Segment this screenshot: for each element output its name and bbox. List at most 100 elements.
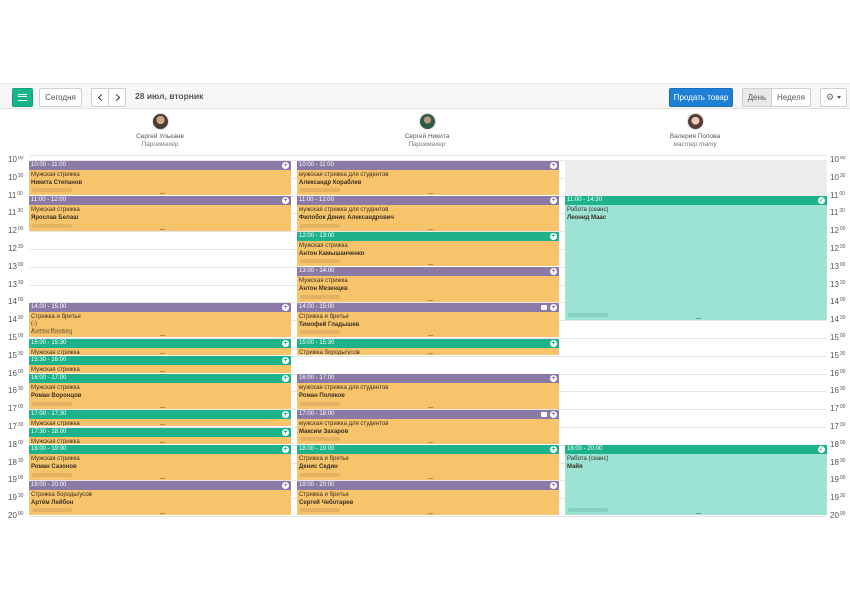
plus-icon[interactable]: + [282, 161, 289, 169]
resize-handle[interactable] [428, 442, 433, 444]
appointment-card[interactable]: 17:30 - 18:00 + Мужская стрижка [29, 427, 291, 445]
appointment-card[interactable]: 15:00 - 15:30 + Стрижка бороды/усов [297, 338, 559, 356]
service-name: Стрижка и бритье [299, 456, 349, 463]
time-label-hour: 11 [8, 190, 17, 200]
appointment-card[interactable]: 19:00 - 20:00 + Стрижка бороды/усов Артём Л… [29, 480, 291, 516]
next-day-button[interactable] [108, 88, 126, 107]
resize-handle[interactable] [160, 193, 165, 195]
resize-handle[interactable] [428, 299, 433, 301]
appointment-time: 18:00 - 19:00 + [29, 445, 291, 455]
plus-icon[interactable]: + [550, 481, 557, 489]
time-label-minute: 00 [17, 333, 24, 339]
appointment-card[interactable]: 16:00 - 17:00 + Мужская стрижка Роман Ворон… [29, 374, 291, 409]
appointment-card[interactable]: 18:00 - 19:00 + Мужская стрижка Роман Сазон… [29, 445, 291, 480]
time-label: 1500 [830, 333, 845, 342]
plus-icon[interactable]: + [282, 481, 289, 489]
plus-icon[interactable]: + [550, 232, 557, 240]
resize-handle[interactable] [428, 406, 433, 408]
time-label: 1730 [8, 422, 23, 431]
appointment-card[interactable]: 12:00 - 13:00 + Мужская стрижка Антон Камыш… [297, 231, 559, 267]
resize-handle[interactable] [160, 228, 165, 230]
time-label: 1830 [830, 458, 845, 467]
settings-button[interactable]: ⚙ [820, 88, 847, 107]
appointment-card[interactable]: 15:00 - 15:30 + Мужская стрижка [29, 338, 291, 356]
plus-icon[interactable]: + [550, 446, 557, 454]
plus-icon[interactable]: + [282, 357, 289, 365]
plus-icon[interactable]: + [282, 197, 289, 205]
staff-column-header[interactable]: Сергей Никита Парикмахер [357, 113, 497, 149]
appointment-card[interactable]: 16:00 - 17:00 + мужская стрижка для студен… [297, 374, 559, 409]
resize-handle[interactable] [160, 424, 165, 426]
time-label-hour: 13 [830, 261, 839, 271]
time-label-minute: 30 [839, 493, 846, 500]
time-label: 1600 [830, 369, 845, 378]
resize-handle[interactable] [428, 353, 433, 355]
appointment-card[interactable]: 11:00 - 12:00 + мужская стрижка для студен… [297, 196, 559, 231]
resize-handle[interactable] [428, 513, 433, 515]
today-button[interactable]: Сегодня [39, 88, 82, 107]
time-label-minute: 30 [17, 315, 24, 322]
appointment-card[interactable]: 11:00 - 12:00 + Мужская стрижка Ярослав Бел… [29, 196, 291, 231]
resize-handle[interactable] [160, 353, 165, 355]
appointment-card[interactable]: 11:00 - 14:30 ✓ Работа (сеанс) Леонид Маас [565, 196, 827, 320]
plus-icon[interactable]: + [550, 161, 557, 169]
menu-button[interactable] [12, 88, 33, 107]
resize-handle[interactable] [160, 406, 165, 408]
staff-column-header[interactable]: Сергей Ульканв Парикмахер [90, 113, 230, 149]
time-label: 1130 [830, 208, 845, 217]
time-label-minute: 00 [17, 368, 24, 375]
appointment-card[interactable]: 13:00 - 14:00 + Мужская стрижка Антон Мезен… [297, 267, 559, 302]
resize-handle[interactable] [160, 442, 165, 444]
resize-handle[interactable] [160, 477, 165, 479]
check-icon[interactable]: ✓ [818, 197, 825, 205]
plus-icon[interactable]: + [282, 303, 289, 311]
staff-column-header[interactable]: Валерия Попова мастер тату [625, 113, 765, 149]
service-name: Стрижка и бритье [299, 313, 349, 320]
service-name: Стрижка и бритье [299, 491, 349, 498]
time-label-hour: 10 [830, 172, 839, 182]
plus-icon[interactable]: + [282, 375, 289, 383]
plus-icon[interactable]: + [550, 339, 557, 347]
resize-handle[interactable] [428, 477, 433, 479]
plus-icon[interactable]: + [550, 268, 557, 276]
time-label-minute: 00 [839, 297, 846, 304]
client-name: Сергей Чеботарев [299, 499, 354, 506]
plus-icon[interactable]: + [550, 410, 557, 418]
week-view-button[interactable]: Неделя [771, 88, 811, 107]
plus-icon[interactable]: + [282, 428, 289, 436]
check-icon[interactable]: ✓ [818, 446, 825, 454]
previous-day-button[interactable] [91, 88, 109, 107]
plus-icon[interactable]: + [282, 446, 289, 454]
time-label-hour: 19 [8, 475, 17, 485]
appointment-card[interactable]: 17:00 - 17:30 + Мужская стрижка [29, 409, 291, 427]
appointment-card[interactable]: 18:00 - 19:00 + Стрижка и бритье Денис Седи… [297, 445, 559, 480]
appointment-card[interactable]: 18:00 - 20:00 ✓ Работа (сеанс) Майя [565, 445, 827, 516]
time-label-minute: 30 [839, 172, 846, 179]
appointment-card[interactable]: 17:00 - 18:00 + мужская стрижка для студен… [297, 409, 559, 445]
appointment-card[interactable]: 14:00 - 15:00 + Стрижка и бритье Тимофей Гл… [297, 302, 559, 338]
resize-handle[interactable] [428, 264, 433, 266]
resize-handle[interactable] [160, 513, 165, 515]
day-view-button[interactable]: День [742, 88, 772, 107]
resize-handle[interactable] [160, 371, 165, 373]
appointment-time-label: 14:00 - 15:00 [31, 303, 67, 310]
day-grid[interactable]: 1000 1000 1030 1030 1100 1100 1130 1130 1200 1200… [0, 156, 850, 520]
plus-icon[interactable]: + [550, 197, 557, 205]
plus-icon[interactable]: + [550, 375, 557, 383]
sell-product-button[interactable]: Продать товар [669, 88, 733, 107]
resize-handle[interactable] [696, 513, 701, 515]
resize-handle[interactable] [428, 228, 433, 230]
plus-icon[interactable]: + [282, 339, 289, 347]
appointment-card[interactable]: 15:30 - 16:00 + Мужская стрижка [29, 356, 291, 374]
appointment-card[interactable]: 10:00 - 11:00 + мужская стрижка для студен… [297, 160, 559, 196]
resize-handle[interactable] [428, 335, 433, 337]
appointment-card[interactable]: 10:00 - 11:00 + Мужская стрижка Никита Степ… [29, 160, 291, 196]
plus-icon[interactable]: + [550, 303, 557, 311]
appointment-card[interactable]: 14:00 - 15:00+Стрижка и бритье(-)Антон К… [29, 302, 291, 338]
resize-handle[interactable] [696, 317, 701, 319]
appointment-card[interactable]: 19:00 - 20:00 + Стрижка и бритье Сергей Чеб… [297, 480, 559, 516]
time-label: 1330 [8, 280, 23, 289]
resize-handle[interactable] [160, 335, 165, 337]
resize-handle[interactable] [428, 193, 433, 195]
plus-icon[interactable]: + [282, 410, 289, 418]
